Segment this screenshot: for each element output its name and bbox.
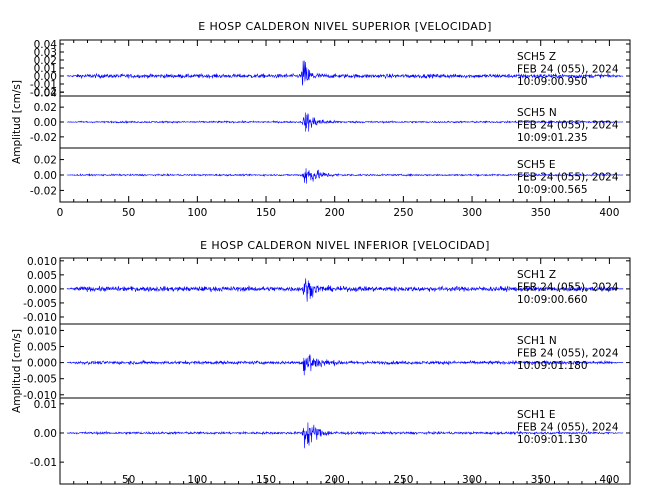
x-tick-label: 150: [256, 207, 276, 219]
y-tick-label: 0.010: [27, 256, 57, 268]
x-tick-label: 200: [325, 207, 345, 219]
y-tick-label: -0.02: [30, 132, 57, 144]
y-tick-label: -0.01: [30, 79, 57, 91]
x-tick-label: 50: [122, 207, 135, 219]
station-info-line: SCH1 N: [517, 335, 557, 347]
station-info-line: 10:09:01.180: [517, 360, 588, 372]
station-info-line: FEB 24 (055), 2024: [517, 120, 619, 132]
station-info-line: SCH1 E: [517, 409, 556, 421]
x-tick-label: 350: [531, 474, 551, 486]
station-info-line: 10:09:01.235: [517, 132, 588, 144]
x-tick-label: 100: [187, 474, 207, 486]
x-tick-label: 0: [57, 207, 64, 219]
seismic-trace-3: [66, 422, 624, 449]
station-info-line: FEB 24 (055), 2024: [517, 422, 619, 434]
x-tick-label: 300: [462, 207, 482, 219]
y-tick-label: 0.00: [34, 170, 57, 182]
x-tick-label: 200: [325, 474, 345, 486]
chart-title: E HOSP CALDERON NIVEL INFERIOR [VELOCIDA…: [200, 239, 490, 252]
station-info-line: FEB 24 (055), 2024: [517, 64, 619, 76]
x-tick-label: 50: [122, 474, 135, 486]
x-tick-label: 400: [599, 207, 619, 219]
y-tick-label: 0.03: [34, 47, 57, 59]
x-tick-label: 100: [187, 207, 207, 219]
y-tick-label: 0.000: [27, 358, 57, 370]
y-tick-label: 0.00: [34, 71, 57, 83]
chart-title: E HOSP CALDERON NIVEL SUPERIOR [VELOCIDA…: [198, 20, 492, 33]
y-tick-label: -0.005: [23, 374, 57, 386]
x-tick-label: 150: [256, 474, 276, 486]
chart-2: E HOSP CALDERON NIVEL INFERIOR [VELOCIDA…: [11, 239, 631, 486]
y-tick-label: 0.01: [34, 399, 57, 411]
station-info-line: FEB 24 (055), 2024: [517, 282, 619, 294]
y-tick-label: 0.02: [34, 55, 57, 67]
y-tick-label: 0.000: [27, 284, 57, 296]
y-tick-label: 0.005: [27, 270, 57, 282]
station-info-line: 10:09:00.950: [517, 76, 588, 88]
y-tick-label: -0.005: [23, 298, 57, 310]
chart-1: E HOSP CALDERON NIVEL SUPERIOR [VELOCIDA…: [11, 20, 631, 219]
x-tick-label: 300: [462, 474, 482, 486]
station-info-line: SCH1 Z: [517, 269, 556, 281]
y-tick-label: -0.02: [30, 185, 57, 197]
y-tick-label: 0.01: [34, 63, 57, 75]
seismic-trace-2: [66, 112, 624, 132]
y-tick-label: -0.010: [23, 312, 57, 324]
station-info-line: 10:09:01.130: [517, 434, 588, 446]
trace-panel-frame: [59, 397, 631, 485]
y-tick-label: 0.005: [27, 342, 57, 354]
seismic-trace-2: [66, 354, 624, 376]
station-info-line: SCH5 E: [517, 159, 556, 171]
station-info-line: SCH5 N: [517, 107, 557, 119]
y-tick-label: 0.00: [34, 428, 57, 440]
y-tick-label: 0.04: [34, 87, 58, 99]
y-axis-label: Amplitud [cm/s]: [11, 80, 23, 164]
x-tick-label: 250: [393, 207, 413, 219]
station-info-line: 10:09:00.565: [517, 184, 588, 196]
station-info-line: SCH5 Z: [517, 51, 556, 63]
y-axis-label: Amplitud [cm/s]: [11, 329, 23, 413]
x-tick-label: 400: [599, 474, 619, 486]
y-tick-label: -0.02: [30, 87, 57, 99]
seismic-trace-1: [66, 60, 624, 86]
station-info-line: FEB 24 (055), 2024: [517, 172, 619, 184]
x-tick-label: 350: [531, 207, 551, 219]
seismic-trace-1: [66, 278, 624, 302]
station-info-line: FEB 24 (055), 2024: [517, 348, 619, 360]
y-tick-label: 0.02: [34, 155, 57, 167]
y-tick-label: 0.010: [27, 325, 57, 337]
y-tick-label: -0.01: [30, 457, 57, 469]
seismic-trace-3: [66, 168, 624, 184]
y-tick-label: -0.010: [23, 390, 57, 402]
x-tick-label: 250: [393, 474, 413, 486]
y-tick-label: 0.04: [34, 39, 58, 51]
y-tick-label: 0.00: [34, 117, 57, 129]
station-info-line: 10:09:00.660: [517, 294, 588, 306]
y-tick-label: 0.02: [34, 102, 57, 114]
